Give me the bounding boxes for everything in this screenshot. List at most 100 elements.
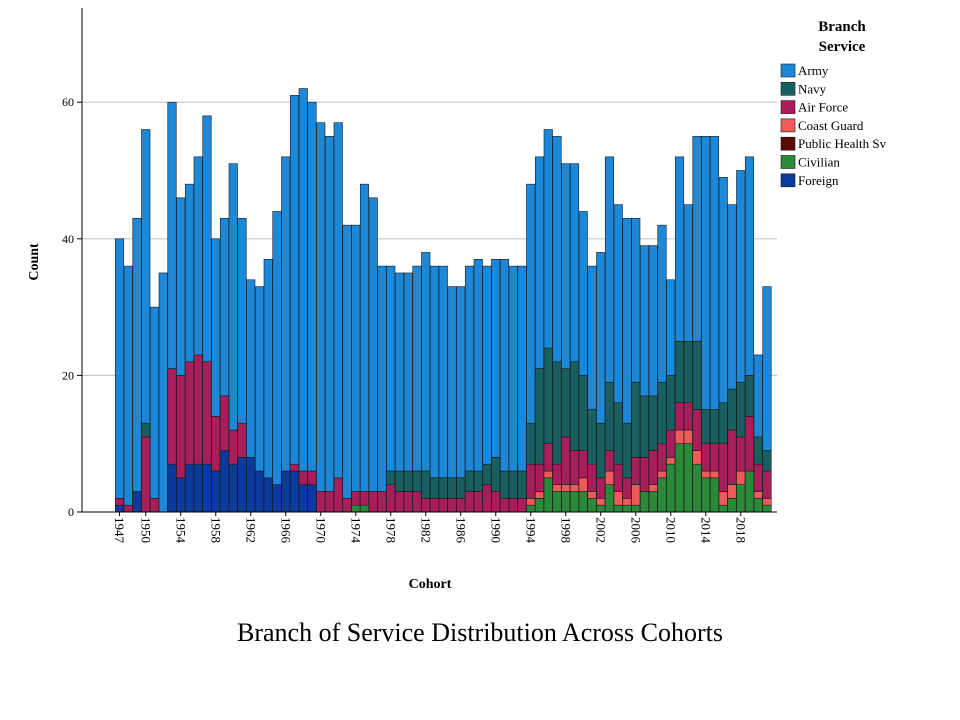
bar-segment-air-force (491, 491, 501, 513)
x-ticks: 1947 1950 1954 1958 1962 1966 1970 1974 1978 1982… (112, 512, 748, 544)
bar-segment-coast-guard (622, 498, 632, 506)
bar-segment-foreign (219, 450, 230, 513)
bar-segment-navy (762, 450, 772, 472)
bar-segment-civilian (613, 504, 623, 513)
legend-label: Foreign (798, 173, 839, 188)
bar-segment-civilian (762, 504, 772, 513)
bar-segment-coast-guard (666, 457, 676, 465)
bar-segment-army (674, 156, 685, 342)
bar-segment-navy (569, 361, 580, 451)
x-tick-label: 1982 (418, 517, 433, 543)
bar-segment-civilian (692, 463, 702, 513)
x-tick-label: 1958 (208, 517, 223, 543)
bar-segment-air-force (429, 498, 440, 513)
bar-segment-navy (701, 409, 711, 444)
bar-segment-navy (429, 477, 440, 499)
bar-segment-navy (604, 381, 615, 451)
bar-segment-navy (692, 340, 702, 410)
bar-segment-navy (596, 422, 606, 479)
bar-segment-civilian (604, 484, 615, 513)
bar-segment-navy (473, 470, 483, 492)
bar-segment-foreign (228, 463, 238, 513)
bar-segment-air-force (464, 491, 475, 513)
x-tick-label: 2018 (733, 517, 748, 543)
bar-segment-navy (447, 477, 457, 499)
bar-segment-army (342, 224, 352, 499)
bar-segment-civilian (552, 491, 562, 513)
bar-segment-army (762, 286, 772, 451)
x-tick-label: 1966 (278, 517, 293, 544)
bar-segment-army (421, 252, 431, 472)
bar-segment-air-force (692, 409, 702, 451)
legend-label: Air Force (798, 100, 848, 115)
bar-segment-army (683, 204, 693, 342)
bar-segment-army (272, 211, 282, 485)
bar-segment-navy (631, 381, 641, 458)
legend-label: Public Health Sv (798, 136, 887, 151)
bar-segment-air-force (552, 463, 562, 485)
bar-segment-foreign (202, 463, 212, 513)
stacked-bar-chart: 0 20 40 60 1947 1950 1954 1958 1962 1966 1970 1974… (27, 8, 887, 592)
bar-segment-army (517, 265, 527, 472)
bar-segment-army (202, 115, 212, 363)
bar-segment-coast-guard (718, 491, 728, 506)
bar-segment-navy (438, 477, 448, 499)
bar-segment-navy (141, 422, 151, 438)
bar-segment-navy (613, 402, 623, 465)
bar-segment-air-force (228, 429, 238, 465)
legend-swatch (780, 155, 796, 169)
bar-segment-air-force (709, 443, 720, 472)
bar-segment-army (368, 197, 378, 492)
bar-segment-navy (464, 470, 475, 492)
bar-segment-army (429, 265, 440, 479)
bar-segment-air-force (184, 361, 195, 465)
bar-segment-army (456, 286, 466, 479)
bar-segment-navy (736, 381, 746, 438)
bar-segment-air-force (167, 368, 177, 465)
bar-segment-air-force (674, 402, 685, 431)
bar-segment-army (167, 101, 177, 369)
legend-swatch (780, 82, 796, 96)
bar-segment-navy (666, 375, 676, 431)
bar-segment-army (289, 95, 300, 465)
bar-segment-navy (394, 470, 405, 492)
bar-segment-air-force (359, 491, 370, 506)
bar-segment-army (692, 136, 702, 342)
bar-segment-air-force (473, 491, 483, 513)
bar-segment-foreign (254, 470, 265, 513)
bar-segment-navy (482, 463, 492, 485)
bar-segment-navy (499, 470, 510, 499)
bar-segment-coast-guard (613, 491, 623, 506)
bar-segment-air-force (639, 457, 650, 492)
bar-segment-army (736, 170, 746, 383)
bar-segment-navy (543, 347, 553, 444)
bar-segment-foreign (298, 484, 308, 513)
bar-segment-navy (561, 368, 571, 438)
bar-segment-air-force (456, 498, 466, 513)
bar-segment-air-force (613, 463, 623, 492)
bar-segment-air-force (202, 361, 212, 465)
bar-segment-army (587, 265, 597, 410)
bar-segment-navy (753, 436, 763, 465)
legend-swatch (780, 100, 796, 114)
bar-segment-army (158, 272, 168, 513)
bar-segment-army (359, 183, 370, 492)
bar-segment-army (141, 129, 151, 424)
bar-segment-army (604, 156, 615, 383)
bar-segment-civilian (622, 504, 632, 513)
legend-title-line-1: Branch (818, 19, 866, 35)
bar-segment-air-force (578, 450, 588, 479)
bar-segment-army (639, 245, 650, 397)
bar-segment-army (228, 163, 238, 431)
bar-segment-civilian (639, 491, 650, 513)
bar-segment-air-force (753, 463, 763, 492)
legend-label: Navy (798, 81, 827, 96)
legend-label: Army (798, 63, 829, 78)
bar-segment-army (324, 136, 335, 492)
bar-segment-air-force (587, 463, 597, 492)
bar-segment-air-force (648, 450, 658, 485)
bar-segment-army (534, 156, 545, 369)
bar-segment-civilian (657, 477, 667, 513)
bar-segment-coast-guard (657, 470, 667, 479)
bar-segment-air-force (351, 491, 361, 506)
